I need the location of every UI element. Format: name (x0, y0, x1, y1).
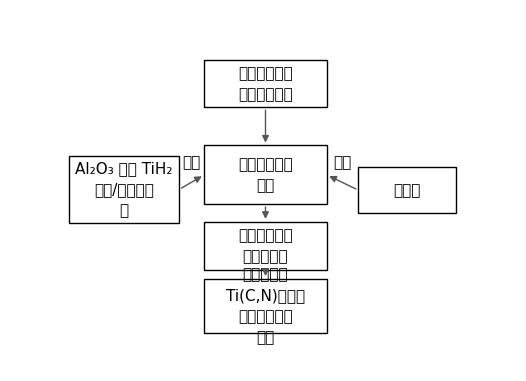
FancyBboxPatch shape (205, 61, 327, 107)
FancyBboxPatch shape (205, 279, 327, 333)
Text: 加入: 加入 (333, 155, 352, 171)
FancyBboxPatch shape (205, 146, 327, 204)
FancyBboxPatch shape (358, 168, 456, 213)
Text: 含氢渗碳介质
配制: 含氢渗碳介质 配制 (238, 157, 293, 193)
Text: 脱成型剂金属
陶瓷生坤制备: 脱成型剂金属 陶瓷生坤制备 (238, 66, 293, 102)
Text: 表面自润滑
Ti(C,N)基金属
陶瓷耐磨材料
制备: 表面自润滑 Ti(C,N)基金属 陶瓷耐磨材料 制备 (226, 267, 305, 345)
FancyBboxPatch shape (69, 156, 179, 223)
FancyBboxPatch shape (205, 222, 327, 270)
Text: 生坤在渗碳介
质中的装填: 生坤在渗碳介 质中的装填 (238, 228, 293, 264)
Text: 石墨烯: 石墨烯 (393, 183, 421, 198)
Text: Al₂O₃ 包覆 TiH₂
的核/壳结构绿
末: Al₂O₃ 包覆 TiH₂ 的核/壳结构绿 末 (75, 161, 173, 218)
Text: 加入: 加入 (183, 155, 201, 171)
